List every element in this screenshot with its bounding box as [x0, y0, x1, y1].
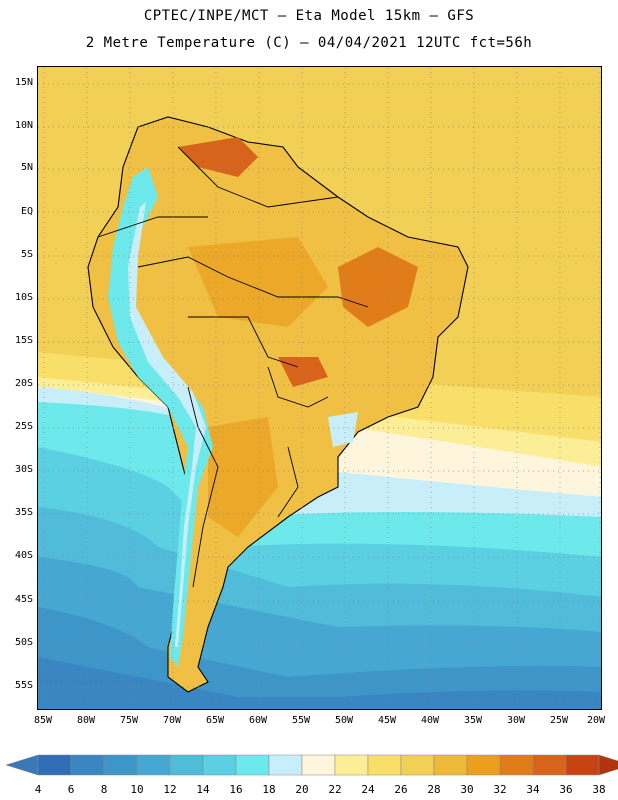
border-paraguay — [267, 366, 329, 408]
colorbar-swatch — [367, 754, 402, 776]
colorbar-swatch — [532, 754, 567, 776]
hot-region-northeast — [338, 247, 418, 327]
lon-label-50w: 50W — [334, 715, 354, 726]
warm-region-chaco — [208, 417, 278, 537]
lon-label-35w: 35W — [463, 715, 483, 726]
colorbar-arrow-low — [5, 754, 39, 776]
colorbar-label: 18 — [262, 783, 276, 796]
colorbar-label: 36 — [559, 783, 573, 796]
temperature-map — [38, 67, 601, 709]
andes-coldest-band — [128, 202, 206, 647]
colorbar-label: 30 — [460, 783, 474, 796]
colorbar-label: 8 — [100, 783, 108, 796]
colorbar-label: 6 — [67, 783, 75, 796]
colorbar-swatch — [565, 754, 600, 776]
border-colombia-ecuador — [97, 216, 208, 238]
colorbar-swatch — [334, 754, 369, 776]
lat-label-15n: 15N — [14, 77, 33, 88]
colorbar-label: 22 — [328, 783, 342, 796]
lat-label-15s: 15S — [14, 335, 33, 346]
south-america-landmass — [87, 116, 469, 693]
lon-label-80w: 80W — [76, 715, 96, 726]
lat-label-55s: 55S — [14, 680, 33, 691]
border-venezuela — [177, 146, 339, 208]
colorbar-label: 24 — [361, 783, 375, 796]
lon-label-40w: 40W — [420, 715, 440, 726]
lon-label-70w: 70W — [162, 715, 182, 726]
colorbar-swatch — [301, 754, 336, 776]
lat-label-35s: 35S — [14, 507, 33, 518]
lat-label-5n: 5N — [20, 162, 33, 173]
colorbar-swatch — [268, 754, 303, 776]
lon-label-55w: 55W — [291, 715, 311, 726]
lon-label-65w: 65W — [205, 715, 225, 726]
lat-label-10s: 10S — [14, 292, 33, 303]
colorbar-label: 38 — [592, 783, 606, 796]
colorbar-swatch — [136, 754, 171, 776]
colorbar-label: 10 — [130, 783, 144, 796]
colorbar-swatch — [499, 754, 534, 776]
lat-label-eq: EQ — [20, 206, 33, 217]
colorbar-swatch — [37, 754, 72, 776]
lon-label-20w: 20W — [586, 715, 606, 726]
chart-title-line-1: CPTEC/INPE/MCT – Eta Model 15km – GFS — [143, 8, 475, 24]
lon-label-60w: 60W — [248, 715, 268, 726]
lon-label-25w: 25W — [549, 715, 569, 726]
lat-label-50s: 50S — [14, 637, 33, 648]
border-chile-argentina — [187, 386, 219, 588]
colorbar-label: 20 — [295, 783, 309, 796]
colorbar-label: 32 — [493, 783, 507, 796]
colorbar-swatch — [103, 754, 138, 776]
lat-label-5s: 5S — [20, 249, 33, 260]
colorbar-swatch — [400, 754, 435, 776]
lon-label-85w: 85W — [33, 715, 53, 726]
lon-label-45w: 45W — [377, 715, 397, 726]
lat-label-45s: 45S — [14, 594, 33, 605]
lat-label-20s: 20S — [14, 378, 33, 389]
colorbar-label: 26 — [394, 783, 408, 796]
lon-label-75w: 75W — [119, 715, 139, 726]
ocean-band-8 — [38, 657, 601, 709]
colorbar-arrow-high — [598, 754, 618, 776]
lat-label-10n: 10N — [14, 120, 33, 131]
colorbar-swatch — [466, 754, 501, 776]
colorbar-label: 12 — [163, 783, 177, 796]
colorbar-swatch — [169, 754, 204, 776]
colorbar-swatch — [235, 754, 270, 776]
lat-label-25s: 25S — [14, 421, 33, 432]
warm-region-amazon — [188, 237, 328, 327]
colorbar — [5, 754, 618, 776]
lat-label-40s: 40S — [14, 550, 33, 561]
colorbar-label: 16 — [229, 783, 243, 796]
colorbar-label: 34 — [526, 783, 540, 796]
map-frame — [37, 66, 602, 710]
chart-title-line-2: 2 Metre Temperature (C) – 04/04/2021 12U… — [85, 35, 533, 51]
colorbar-label: 28 — [427, 783, 441, 796]
colorbar-label: 14 — [196, 783, 210, 796]
border-bolivia — [188, 316, 299, 368]
graticule — [38, 67, 601, 709]
colorbar-swatch — [70, 754, 105, 776]
border-uruguay — [277, 446, 299, 518]
lon-label-30w: 30W — [506, 715, 526, 726]
country-borders — [97, 146, 369, 588]
colorbar-label: 4 — [34, 783, 42, 796]
colorbar-swatch — [433, 754, 468, 776]
southeast-cool-patch — [328, 412, 358, 447]
colorbar-swatch — [202, 754, 237, 776]
lat-label-30s: 30S — [14, 464, 33, 475]
